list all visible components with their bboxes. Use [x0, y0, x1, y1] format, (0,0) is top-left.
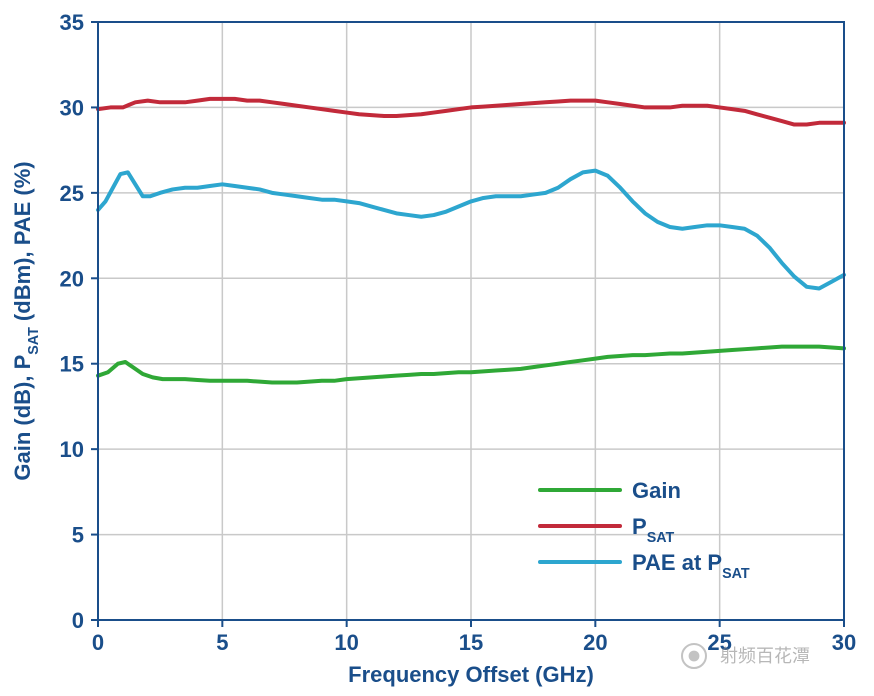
x-axis-label: Frequency Offset (GHz): [348, 662, 594, 687]
xtick-label: 0: [92, 630, 104, 655]
xtick-label: 15: [459, 630, 483, 655]
ytick-label: 5: [72, 523, 84, 548]
chart-container: 05101520253005101520253035Frequency Offs…: [0, 0, 874, 696]
ytick-label: 20: [60, 266, 84, 291]
xtick-label: 10: [334, 630, 358, 655]
ytick-label: 35: [60, 10, 84, 35]
xtick-label: 20: [583, 630, 607, 655]
chart-svg: 05101520253005101520253035Frequency Offs…: [0, 0, 874, 696]
watermark-text: 射频百花潭: [720, 646, 810, 666]
ytick-label: 30: [60, 95, 84, 120]
ytick-label: 25: [60, 181, 84, 206]
legend-label-gain: Gain: [632, 478, 681, 503]
ytick-label: 15: [60, 352, 84, 377]
ytick-label: 0: [72, 608, 84, 633]
xtick-label: 30: [832, 630, 856, 655]
xtick-label: 5: [216, 630, 228, 655]
ytick-label: 10: [60, 437, 84, 462]
watermark-icon-dot: [689, 651, 700, 662]
